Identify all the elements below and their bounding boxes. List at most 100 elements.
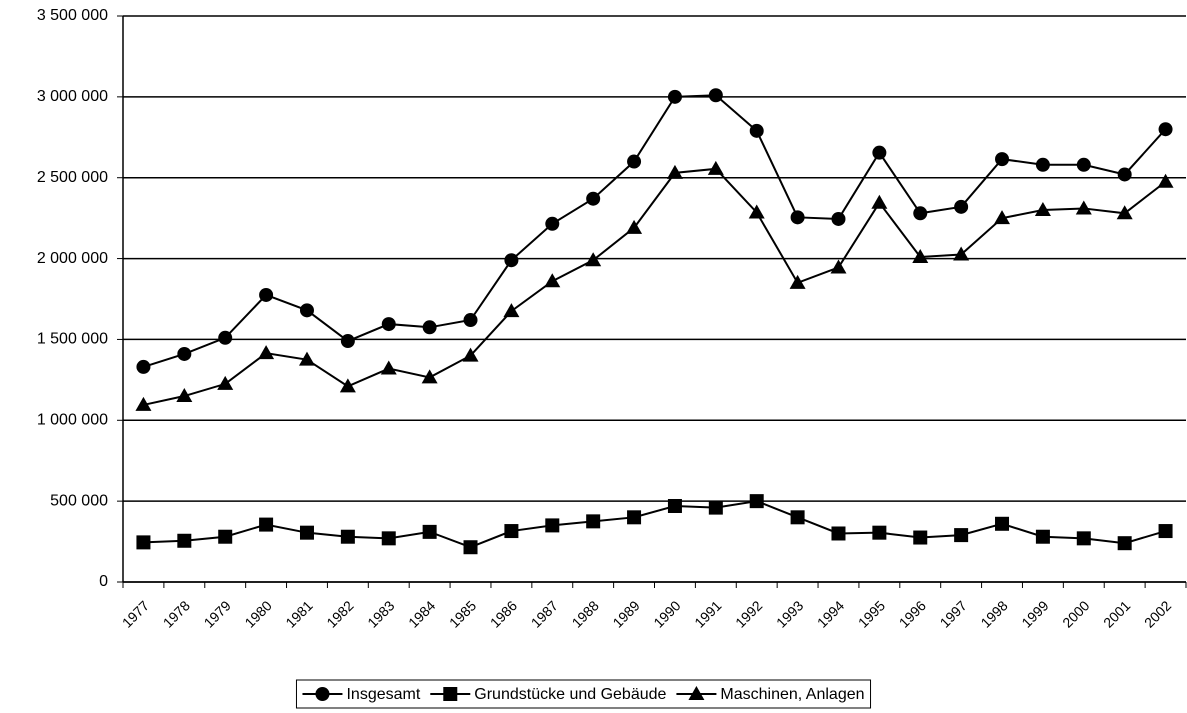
legend-marker [443,687,458,701]
legend-label: Maschinen, Anlagen [720,686,864,703]
point [790,510,805,525]
x-tick-label: 1983 [364,597,397,630]
point [1157,173,1174,188]
point [995,516,1010,531]
point [1076,157,1091,172]
legend-item: Insgesamt [302,686,421,703]
legend-marker [315,687,330,701]
point [871,194,888,209]
point [463,313,478,328]
point [217,375,234,390]
point [136,535,151,550]
x-tick-label: 1989 [609,597,642,630]
point [995,152,1010,167]
point [299,525,314,540]
point [136,359,151,374]
x-tick-label: 1992 [732,597,765,630]
point [218,529,233,544]
x-tick-label: 2001 [1100,597,1133,630]
point [340,529,355,544]
x-tick-label: 1987 [528,597,561,630]
point [994,210,1011,225]
point [177,346,192,361]
x-tick-label: 1978 [160,597,193,630]
point [1035,529,1050,544]
x-tick-label: 1977 [119,597,152,630]
point [707,160,724,175]
point [218,330,233,345]
point [1035,157,1050,172]
point [176,388,193,403]
x-tick-label: 1986 [487,597,520,630]
point [913,206,928,221]
series-line [143,94,1167,368]
point [462,347,479,362]
point [545,518,560,533]
point [954,528,969,543]
x-tick-label: 1990 [650,597,683,630]
point [913,530,928,545]
point [954,199,969,214]
point [381,317,396,332]
point [831,526,846,541]
y-tick-label: 3 500 000 [37,7,108,24]
x-tick-label: 1993 [773,597,806,630]
point [708,88,723,103]
legend-label: Grundstücke und Gebäude [474,686,666,703]
point [381,531,396,546]
point [831,211,846,226]
point [585,252,602,267]
point [708,500,723,515]
point [545,216,560,231]
point [748,204,765,219]
x-tick-label: 1980 [241,597,274,630]
series-line [143,500,1166,549]
point [1076,531,1091,546]
point [789,274,806,289]
y-tick-label: 3 000 000 [37,88,108,105]
legend-item: Grundstücke und Gebäude [430,686,667,703]
point [380,360,397,375]
point [830,259,847,274]
point [586,514,601,529]
y-tick-label: 2 000 000 [37,250,108,267]
point [298,351,315,366]
x-tick-label: 1988 [569,597,602,630]
x-tick-label: 1998 [977,597,1010,630]
x-tick-label: 1999 [1018,597,1051,630]
point [872,145,887,160]
point [259,517,274,532]
x-tick-label: 1984 [405,597,438,630]
point [299,303,314,318]
point [1158,524,1173,539]
series-line [143,167,1167,406]
point [422,524,437,539]
point [872,525,887,540]
point [749,494,764,509]
point [667,89,682,104]
point [749,123,764,138]
x-tick-label: 1991 [691,597,724,630]
x-tick-label: 1995 [855,597,888,630]
point [504,253,519,268]
point [627,154,642,169]
point [503,303,520,318]
y-tick-label: 1 000 000 [37,412,108,429]
point [177,533,192,548]
point [626,219,643,234]
point [463,540,478,555]
legend-label: Insgesamt [346,686,420,703]
y-tick-label: 500 000 [50,492,108,509]
point [627,510,642,525]
legend-box [295,679,872,709]
point [953,246,970,261]
point [258,345,275,360]
y-tick-label: 0 [99,573,108,590]
point [339,378,356,393]
x-tick-label: 1981 [282,597,315,630]
x-tick-label: 2000 [1059,597,1092,630]
point [422,320,437,335]
point [1158,122,1173,137]
